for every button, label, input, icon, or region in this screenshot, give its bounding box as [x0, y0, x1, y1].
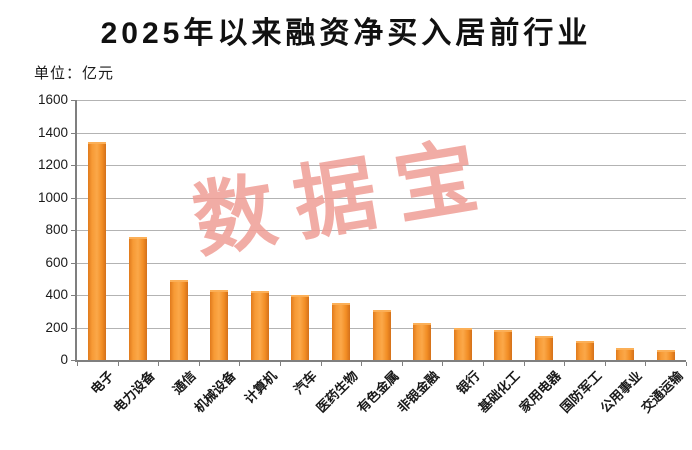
- x-tick-12: [564, 362, 566, 366]
- chart-title: 2025年以来融资净买入居前行业: [100, 17, 592, 50]
- x-tick-10: [483, 362, 484, 366]
- gridline-1200: [77, 165, 686, 166]
- y-axis-label-800: 800: [45, 222, 68, 237]
- x-tick-4: [239, 362, 241, 366]
- x-tick-13: [604, 362, 606, 366]
- y-axis-label-1200: 1200: [37, 157, 68, 172]
- bar-基础化工: [494, 329, 513, 360]
- bar-非银金融: [413, 322, 432, 360]
- x-tick-15: [686, 362, 687, 366]
- y-tick-1400: [71, 132, 77, 134]
- bar-交通运输: [656, 350, 675, 360]
- x-tick-2: [158, 362, 160, 366]
- y-tick-800: [71, 230, 77, 231]
- y-axis-label-400: 400: [45, 287, 68, 302]
- y-tick-600: [71, 262, 77, 264]
- y-axis-label-1600: 1600: [37, 92, 68, 107]
- x-tick-3: [198, 362, 200, 366]
- y-tick-1200: [71, 165, 77, 166]
- bar-公用事业: [616, 347, 635, 360]
- bar-电力设备: [128, 236, 147, 360]
- bar-电子: [88, 142, 107, 360]
- y-tick-1600: [71, 100, 77, 101]
- gridline-400: [77, 295, 686, 296]
- x-tick-5: [280, 362, 281, 366]
- bar-计算机: [250, 290, 269, 360]
- y-tick-0: [71, 360, 77, 361]
- gridline-1400: [77, 132, 686, 134]
- bar-银行: [453, 327, 472, 360]
- x-tick-14: [645, 362, 647, 366]
- unit-label: 单位：亿元: [34, 65, 115, 82]
- y-axis-label-0: 0: [60, 352, 68, 367]
- bar-有色金属: [372, 310, 391, 360]
- bar-通信: [169, 280, 188, 360]
- x-tick-6: [320, 362, 322, 366]
- x-tick-0: [77, 362, 78, 366]
- y-axis-label-1000: 1000: [37, 189, 68, 205]
- bar-医药生物: [331, 303, 350, 360]
- gridline-800: [77, 230, 686, 231]
- bar-国防军工: [575, 341, 594, 360]
- x-tick-11: [523, 362, 525, 366]
- x-tick-1: [117, 362, 119, 366]
- plot-area: [71, 100, 687, 366]
- x-tick-9: [442, 362, 444, 366]
- bar-汽车: [291, 295, 310, 360]
- gridline-600: [77, 262, 686, 264]
- bar-家用电器: [534, 336, 553, 360]
- y-axis-label-1400: 1400: [37, 124, 68, 140]
- gridline-1600: [77, 100, 686, 101]
- x-tick-8: [401, 362, 403, 366]
- y-tick-400: [71, 295, 77, 296]
- gridline-1000: [77, 197, 686, 199]
- y-axis-label-600: 600: [45, 254, 68, 270]
- bar-机械设备: [210, 290, 229, 360]
- y-tick-1000: [71, 197, 77, 199]
- y-axis-label-200: 200: [45, 319, 68, 335]
- x-tick-7: [361, 362, 363, 366]
- y-tick-200: [71, 327, 77, 329]
